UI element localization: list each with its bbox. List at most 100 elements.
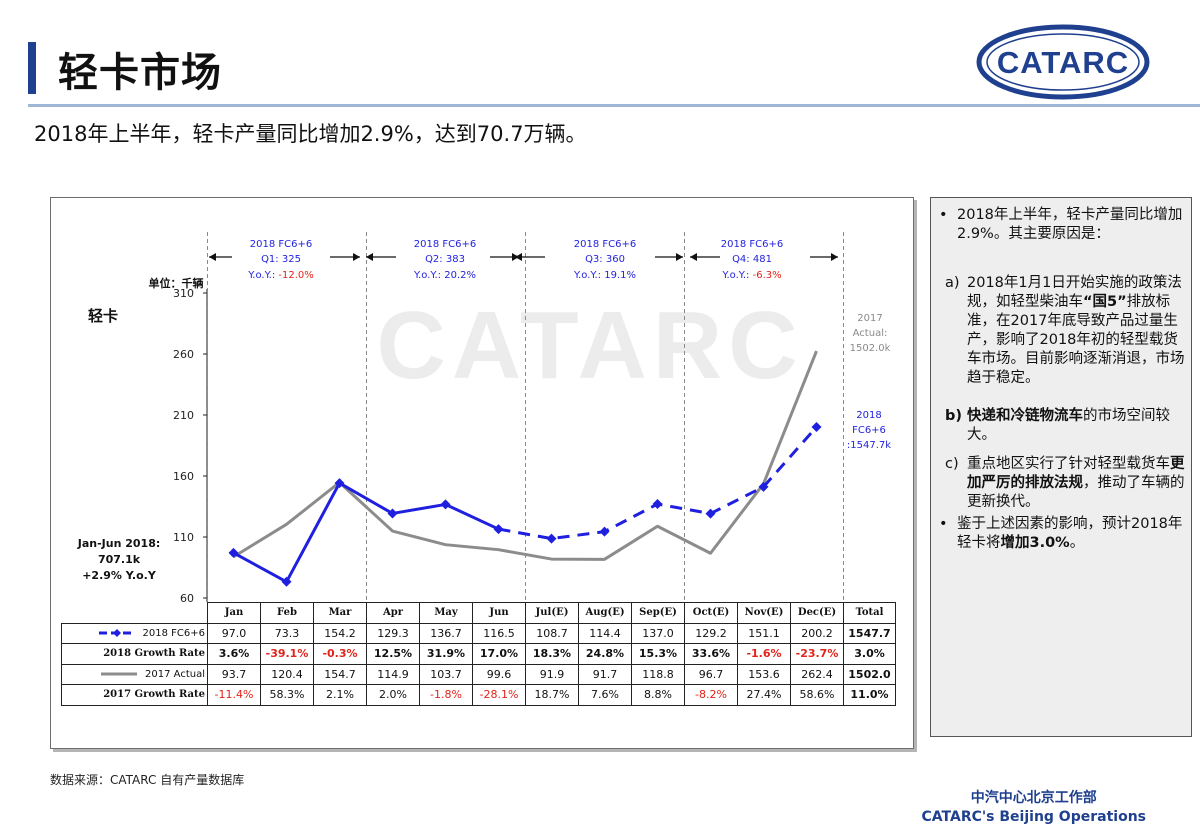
- table-cell: 154.7: [313, 663, 367, 685]
- table-cell: 1502.0: [843, 663, 896, 685]
- table-header-cell: Dec(E): [790, 602, 844, 624]
- legend-2017-swatch: [101, 672, 138, 676]
- y-tick-label: 160: [173, 470, 194, 483]
- note-b-prefix: b): [945, 408, 963, 424]
- quarter-yoy-label: Y.o.Y.: 20.2%: [413, 270, 476, 281]
- table-cell: -8.2%: [684, 684, 738, 706]
- table-cell: -1.8%: [419, 684, 473, 706]
- table-cell: 17.0%: [472, 643, 526, 665]
- table-cell: 200.2: [790, 622, 844, 644]
- quarter-yoy-label: Y.o.Y.: 19.1%: [573, 270, 636, 281]
- note-b-bold: 快递和冷链物流车: [967, 408, 1083, 424]
- table-cell: 262.4: [790, 663, 844, 685]
- table-cell: 8.8%: [631, 684, 685, 706]
- annotation-2017-line: 1502.0k: [850, 343, 891, 354]
- logo-text: CATARC: [997, 45, 1129, 80]
- quarter-value-label: Q1: 325: [261, 254, 301, 265]
- quarter-arrowhead: [366, 253, 373, 261]
- footer-org: 中汽中心北京工作部 CATARC's Beijing Operations: [922, 789, 1146, 827]
- footer-org-en: CATARC's Beijing Operations: [921, 809, 1146, 825]
- note-b: 快递和冷链物流车的市场空间较大。: [967, 407, 1189, 445]
- note-bullet2-tail: 。: [1069, 535, 1085, 551]
- note-a-text2: 排放标准，在2017年底导致产品过量生产，影响了2018年初的轻型载货车市场。目…: [967, 294, 1185, 386]
- data-table: Jan Feb Mar Apr May Jun Jul(E) Aug(E) Sep(E) Oct(…: [61, 602, 896, 706]
- table-cell: 153.6: [737, 663, 791, 685]
- quarter-arrowhead: [353, 253, 360, 261]
- table-header-cell: May: [419, 602, 473, 624]
- table-cell: -1.6%: [737, 643, 791, 665]
- notes-panel: • 2018年上半年，轻卡产量同比增加2.9%。其主要原因是： a) 2018年…: [930, 197, 1192, 737]
- table-cell: 129.2: [684, 622, 738, 644]
- table-cell: 114.9: [366, 663, 420, 685]
- legend-label: 2018 FC6+6: [142, 627, 205, 639]
- quarter-arrowhead: [690, 253, 697, 261]
- table-row: 2018 FC6+6 97.0 73.3 154.2 129.3 136.7 116.5 10…: [61, 622, 896, 644]
- note-bullet-1: 2018年上半年，轻卡产量同比增加2.9%。其主要原因是：: [957, 207, 1183, 242]
- y-tick-label: 260: [173, 348, 194, 361]
- table-cell: 2.0%: [366, 684, 420, 706]
- y-tick-label: 110: [173, 531, 194, 544]
- table-cell: 154.2: [313, 622, 367, 644]
- table-row-label: 2017 Actual: [61, 663, 208, 685]
- table-header-cell: Jan: [207, 602, 261, 624]
- y-tick-label: 310: [173, 287, 194, 300]
- annotation-2018-line: FC6+6: [852, 425, 886, 436]
- table-cell: 103.7: [419, 663, 473, 685]
- table-cell: 96.7: [684, 663, 738, 685]
- note-bullet2-bold: 增加3.0%: [1000, 535, 1070, 551]
- y-tick-label: 60: [180, 592, 194, 605]
- table-cell: 7.6%: [578, 684, 632, 706]
- page-subtitle: 2018年上半年，轻卡产量同比增加2.9%，达到70.7万辆。: [34, 122, 587, 146]
- quarter-value-label: Q4: 481: [732, 254, 772, 265]
- table-cell: -0.3%: [313, 643, 367, 665]
- table-header-cell: Mar: [313, 602, 367, 624]
- series-2018-forecast-line: [498, 425, 818, 541]
- series-2018-point: [705, 508, 716, 519]
- series-2018-point: [281, 576, 292, 587]
- summary-line: 707.1k: [98, 553, 141, 566]
- y-tick-label: 210: [173, 409, 194, 422]
- series-2018-point: [334, 478, 345, 489]
- note-bullet2-text: 鉴于上述因素的影响，预计2018年轻卡将: [957, 516, 1183, 551]
- series-2018-point: [228, 547, 239, 558]
- legend-entry: 2018 FC6+6: [64, 628, 205, 639]
- note-a-text1: 2018年1月1日开始实施的政策法规，如轻型柴油车: [967, 275, 1182, 310]
- table-cell: 11.0%: [843, 684, 896, 706]
- series-2017-line: [232, 350, 818, 561]
- table-cell: -39.1%: [260, 643, 314, 665]
- note-c-text1: 重点地区实行了针对轻型载货车: [967, 456, 1170, 472]
- table-header-blank: [62, 603, 208, 624]
- series-2018-point: [440, 499, 451, 510]
- footer-org-cn: 中汽中心北京工作部: [970, 790, 1097, 806]
- series-2018-point: [599, 526, 610, 537]
- annotation-2018-line: 2018: [856, 410, 881, 421]
- table-row: 2017 Actual 93.7 120.4 154.7 114.9 103.7 99.6 9…: [61, 663, 896, 685]
- table-cell: 73.3: [260, 622, 314, 644]
- series-2018-point: [493, 524, 504, 535]
- title-accent-bar: [28, 42, 36, 94]
- quarter-forecast-label: 2018 FC6+6: [574, 239, 636, 250]
- table-cell: 108.7: [525, 622, 579, 644]
- quarter-value-label: Q2: 383: [425, 254, 465, 265]
- quarter-value-label: Q3: 360: [585, 254, 625, 265]
- table-cell: 58.3%: [260, 684, 314, 706]
- table-cell: -28.1%: [472, 684, 526, 706]
- note-a-prefix: a): [945, 275, 960, 291]
- series-2018-point: [546, 533, 557, 544]
- table-cell: 15.3%: [631, 643, 685, 665]
- table-cell: 93.7: [207, 663, 261, 685]
- quarter-arrowhead: [831, 253, 838, 261]
- quarter-arrowhead: [209, 253, 216, 261]
- quarter-yoy-label: Y.o.Y.: -6.3%: [721, 270, 781, 281]
- table-header-cell: Oct(E): [684, 602, 738, 624]
- bullet-dot: •: [939, 207, 948, 223]
- table-row: 2018 Growth Rate 3.6% -39.1% -0.3% 12.5% 31.9…: [61, 643, 896, 665]
- table-cell: 129.3: [366, 622, 420, 644]
- series-2018-point: [811, 421, 822, 432]
- table-row-label: 2018 Growth Rate: [61, 643, 208, 665]
- table-cell: 116.5: [472, 622, 526, 644]
- legend-entry: 2017 Actual: [64, 669, 205, 680]
- note-a: 2018年1月1日开始实施的政策法规，如轻型柴油车“国5”排放标准，在2017年…: [967, 274, 1189, 388]
- table-cell: 18.7%: [525, 684, 579, 706]
- annotation-2018-line: :1547.7k: [847, 440, 891, 451]
